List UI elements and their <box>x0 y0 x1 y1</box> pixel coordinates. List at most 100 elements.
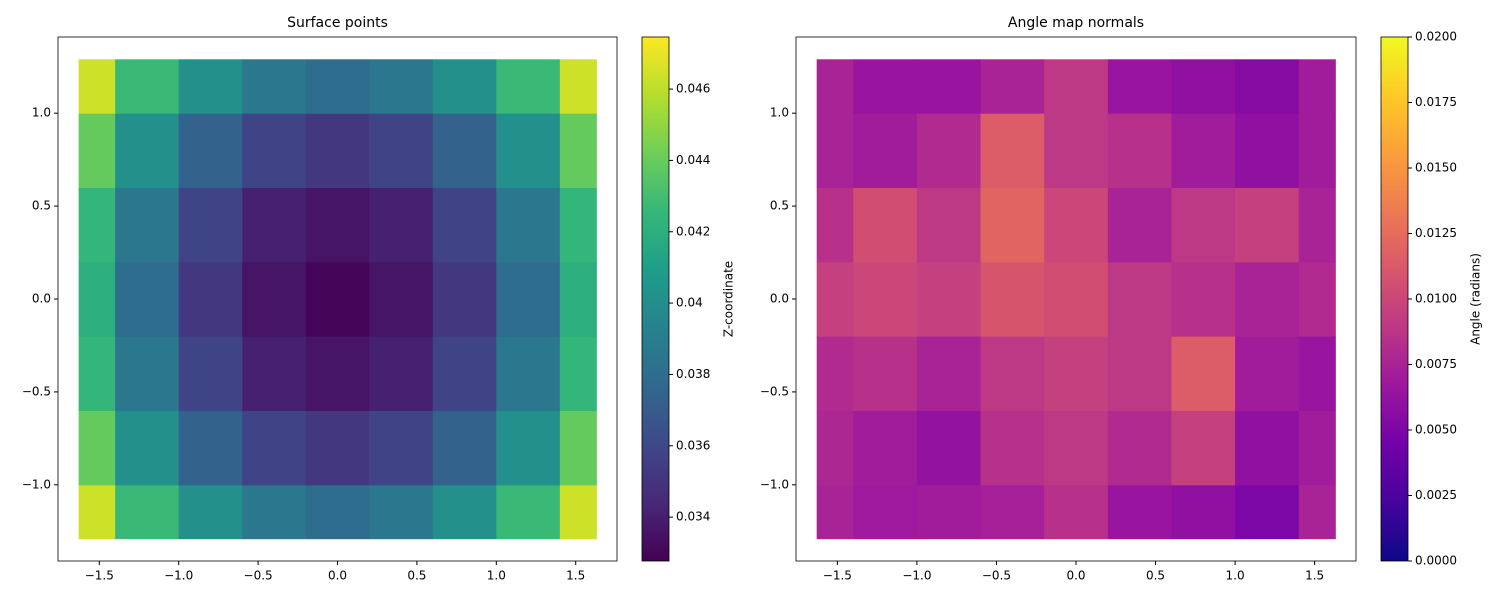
heatmap-cell <box>78 336 116 411</box>
colorbar-tick-label: 0.0175 <box>1415 95 1457 109</box>
heatmap-cell <box>369 484 434 540</box>
heatmap-cell <box>78 484 116 540</box>
heatmap-cell <box>1235 410 1300 486</box>
heatmap-cell <box>305 113 370 189</box>
plot-panel: Angle map normals −1.5 −1.0 −0.5 0.0 0.5 1.0 1.… <box>760 15 1483 583</box>
heatmap-cell <box>496 187 561 263</box>
heatmap-cell <box>496 261 561 337</box>
heatmap-cell <box>559 484 597 540</box>
heatmap-cell <box>980 336 1045 411</box>
heatmap-cell <box>496 59 561 114</box>
heatmap-cell <box>1044 187 1109 263</box>
heatmap-cell <box>1235 187 1300 263</box>
colorbar-label: Z-coordinate <box>722 261 736 337</box>
heatmap-cell <box>178 410 243 486</box>
colorbar <box>1380 36 1409 562</box>
heatmap-cell <box>980 261 1045 337</box>
x-tick-label: −1.5 <box>85 569 114 583</box>
heatmap-cell <box>178 187 243 263</box>
heatmap-cell <box>916 113 982 189</box>
heatmap-cell <box>1044 113 1109 189</box>
heatmap-cell <box>1044 484 1109 540</box>
x-tick-label: 0.0 <box>328 569 347 583</box>
heatmap-cell <box>178 59 243 114</box>
heatmap-cell <box>432 59 497 114</box>
heatmap-cell <box>916 261 982 337</box>
heatmap-cell <box>1171 484 1236 540</box>
x-tick-label: −1.0 <box>902 569 931 583</box>
plot-panel: Surface points −1.5 −1.0 −0.5 0.0 0.5 1.0 1.5 −1… <box>22 15 736 583</box>
colorbar-tick-label: 0.0050 <box>1415 423 1457 437</box>
heatmap-cell <box>853 410 918 486</box>
heatmap-cell <box>496 113 561 189</box>
y-tick-label: 0.0 <box>770 292 789 306</box>
heatmap-cell <box>916 410 982 486</box>
heatmap-cell <box>369 113 434 189</box>
heatmap-cell <box>980 187 1045 263</box>
colorbar-tick-label: 0.0200 <box>1415 30 1457 44</box>
heatmap-cell <box>178 336 243 411</box>
heatmap-cell <box>369 261 434 337</box>
colorbar-tick-label: 0.0125 <box>1415 226 1457 240</box>
heatmap-cell <box>816 336 854 411</box>
heatmap-cell <box>305 410 370 486</box>
heatmap-cell <box>980 410 1045 486</box>
heatmap-cell <box>980 59 1045 114</box>
heatmap-cell <box>559 113 597 189</box>
heatmap-cell <box>432 187 497 263</box>
heatmap-cell <box>1107 187 1172 263</box>
heatmap-cell <box>1171 410 1236 486</box>
heatmap-cell <box>916 187 982 263</box>
heatmap-cell <box>496 484 561 540</box>
heatmap-cell <box>78 59 116 114</box>
heatmap-cell <box>559 187 597 263</box>
heatmap-cell <box>1044 410 1109 486</box>
heatmap-cell <box>305 336 370 411</box>
heatmap-cell <box>432 113 497 189</box>
heatmap-cell <box>496 410 561 486</box>
colorbar-tick-label: 0.038 <box>676 367 710 381</box>
colorbar-label: Angle (radians) <box>1469 253 1483 345</box>
heatmap-cell <box>432 484 497 540</box>
heatmap-cell <box>178 113 243 189</box>
heatmap-cell <box>853 261 918 337</box>
heatmap-cell <box>242 336 307 411</box>
y-tick-label: −1.0 <box>760 477 789 491</box>
heatmap-cell <box>853 187 918 263</box>
heatmap-cell <box>816 113 854 189</box>
heatmap-cell <box>1107 410 1172 486</box>
heatmap-cell <box>1298 484 1336 540</box>
x-tick-label: 1.5 <box>566 569 585 583</box>
heatmap-cell <box>178 484 243 540</box>
heatmap-cell <box>115 261 180 337</box>
heatmap-cell <box>559 336 597 411</box>
heatmap-cell <box>1235 261 1300 337</box>
y-tick-label: 0.0 <box>32 292 51 306</box>
heatmap-cell <box>816 484 854 540</box>
x-tick-label: 0.5 <box>1146 569 1165 583</box>
colorbar-tick-label: 0.0150 <box>1415 161 1457 175</box>
heatmap-cell <box>816 187 854 263</box>
heatmap-cell <box>115 336 180 411</box>
heatmap-cell <box>1171 187 1236 263</box>
chart-title: Surface points <box>287 15 388 31</box>
heatmap-cell <box>242 261 307 337</box>
heatmap-cell <box>305 187 370 263</box>
heatmap-cell <box>496 336 561 411</box>
heatmap-cell <box>853 113 918 189</box>
heatmap-cell <box>559 59 597 114</box>
colorbar-tick-label: 0.042 <box>676 224 710 238</box>
heatmap-cell <box>559 261 597 337</box>
y-tick-label: −0.5 <box>760 384 789 398</box>
colorbar-tick-label: 0.044 <box>676 153 710 167</box>
heatmap-cell <box>1171 261 1236 337</box>
y-tick-label: 1.0 <box>770 106 789 120</box>
heatmap-cell <box>1298 410 1336 486</box>
heatmap-cell <box>369 336 434 411</box>
heatmap-cell <box>115 187 180 263</box>
heatmap-cell <box>178 261 243 337</box>
heatmap-cell <box>1235 336 1300 411</box>
colorbar <box>641 36 670 562</box>
y-tick-label: −0.5 <box>22 384 51 398</box>
